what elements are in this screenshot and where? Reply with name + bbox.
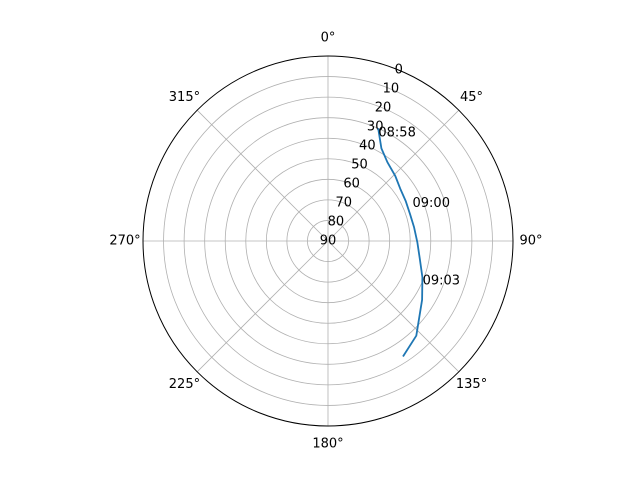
- polar-frame: [142, 55, 514, 427]
- time-annotation: 09:03: [423, 274, 460, 289]
- theta-tick-label: 90°: [519, 234, 542, 249]
- theta-gridline-135: [327, 240, 460, 373]
- time-annotation: 09:00: [413, 196, 450, 211]
- time-annotation: 08:58: [378, 125, 415, 140]
- theta-tick-label: 180°: [312, 437, 343, 452]
- theta-tick-label: 45°: [460, 90, 483, 105]
- theta-tick-labels: 0° 45° 90° 135° 180° 225° 270° 315°: [109, 31, 542, 452]
- r-tick-label: 70: [335, 196, 352, 211]
- annotations: 08:58 09:00 09:03: [378, 125, 460, 288]
- theta-gridline-315: [196, 109, 329, 242]
- r-tick-label: 60: [343, 177, 360, 192]
- r-tick-label: 40: [359, 139, 376, 154]
- theta-gridline-45: [327, 109, 460, 242]
- r-tick-label: 0: [395, 63, 403, 78]
- series-line-0: [377, 128, 424, 357]
- r-tick-label: 80: [328, 215, 345, 230]
- theta-tick-label: 315°: [169, 90, 200, 105]
- theta-gridline-225: [196, 240, 329, 373]
- r-tick-label: 90: [320, 234, 337, 249]
- theta-tick-label: 135°: [456, 377, 487, 392]
- r-tick-label: 20: [375, 101, 392, 116]
- theta-tick-label: 270°: [109, 234, 140, 249]
- theta-tick-label: 0°: [321, 31, 336, 46]
- series: [377, 128, 424, 357]
- r-tick-label: 50: [351, 158, 368, 173]
- r-tick-label: 10: [383, 82, 400, 97]
- grid: [142, 55, 514, 427]
- theta-tick-label: 225°: [169, 377, 200, 392]
